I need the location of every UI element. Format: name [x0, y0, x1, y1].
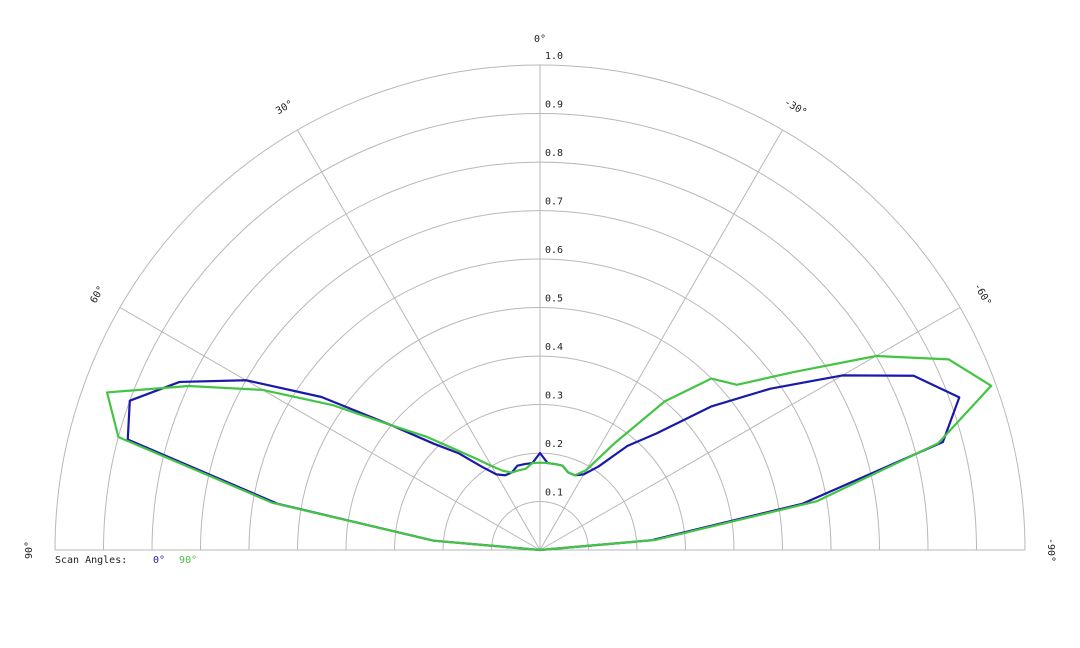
- r-tick-label: 0.5: [545, 294, 563, 305]
- r-tick-label: 0.2: [545, 439, 563, 450]
- legend-entry: 0°: [153, 555, 165, 566]
- theta-tick-label: 60°: [89, 284, 108, 305]
- grid-spoke: [119, 307, 541, 551]
- r-tick-label: 0.4: [545, 342, 563, 353]
- legend-entry: 90°: [179, 555, 197, 566]
- grid-spoke: [539, 129, 783, 551]
- r-tick-label: 0.3: [545, 391, 563, 402]
- grid-spoke: [297, 129, 541, 551]
- r-tick-label: 1.0: [545, 51, 563, 62]
- r-tick-label: 0.1: [545, 488, 563, 499]
- series-line: [126, 374, 961, 552]
- theta-tick-label: -30°: [782, 97, 808, 119]
- r-tick-label: 0.8: [545, 148, 563, 159]
- grid-spoke: [539, 307, 961, 551]
- r-tick-label: 0.9: [545, 100, 563, 111]
- theta-tick-label: 90°: [24, 541, 35, 559]
- theta-tick-label: 0°: [534, 34, 546, 45]
- r-tick-label: 0.6: [545, 245, 563, 256]
- theta-tick-label: 30°: [274, 99, 295, 118]
- theta-tick-label: -60°: [971, 282, 993, 308]
- legend-title: Scan Angles:: [55, 555, 127, 566]
- theta-tick-label: -90°: [1045, 538, 1056, 562]
- r-tick-label: 0.7: [545, 197, 563, 208]
- series-line: [105, 354, 993, 552]
